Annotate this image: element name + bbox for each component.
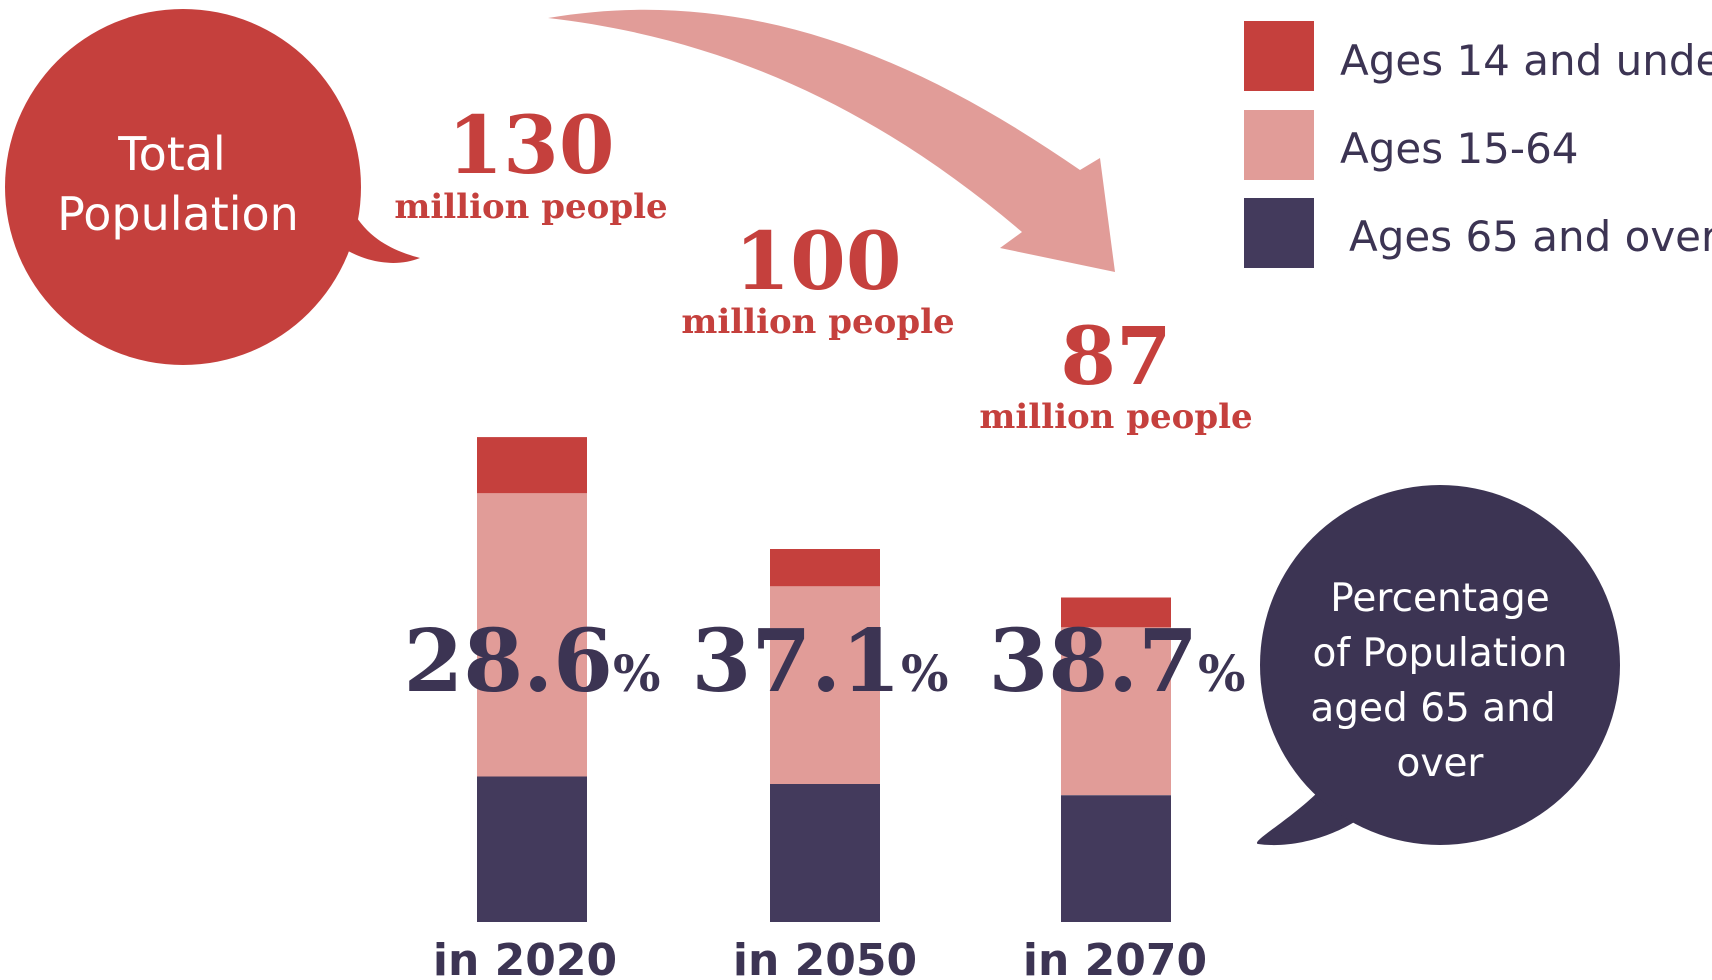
pct-value-2020: 28.6 bbox=[404, 611, 613, 712]
percentage-bubble-line-2: of Population bbox=[1313, 631, 1568, 676]
pct-unit-2020: % bbox=[613, 644, 661, 703]
bar-segment-under14-0 bbox=[477, 437, 587, 494]
total-bubble-line-2: Population bbox=[57, 187, 299, 241]
bar-segment-over65-0 bbox=[477, 776, 587, 922]
pct-unit-2070: % bbox=[1198, 644, 1246, 703]
percentage-bubble-circle bbox=[1260, 485, 1620, 845]
pct-over65-2020: 28.6% bbox=[404, 611, 661, 712]
total-labels: 130 million people 100 million people 87… bbox=[394, 98, 1252, 437]
pct-over65-2070: 38.7% bbox=[989, 611, 1246, 712]
bar-segment-15-64-0 bbox=[477, 493, 587, 777]
bar-segment-over65-2 bbox=[1061, 795, 1171, 922]
legend-swatch-15-64 bbox=[1244, 110, 1314, 180]
pct-unit-2050: % bbox=[901, 644, 949, 703]
total-bubble-circle bbox=[5, 9, 361, 365]
legend-label-15-64: Ages 15-64 bbox=[1340, 124, 1579, 173]
total-value-2050: 100 bbox=[735, 214, 902, 308]
legend-label-under14: Ages 14 and under bbox=[1340, 36, 1712, 85]
percentage-bubble-line-4: over bbox=[1397, 741, 1485, 786]
year-labels: in 2020 in 2050 in 2070 bbox=[433, 935, 1207, 980]
legend-label-over65: Ages 65 and over bbox=[1349, 212, 1712, 261]
pct-over65-2050: 37.1% bbox=[692, 611, 949, 712]
percentage-labels: 28.6% 37.1% 38.7% bbox=[404, 611, 1246, 712]
trend-arrow bbox=[548, 9, 1115, 272]
total-population-bubble: Total Population bbox=[5, 9, 420, 365]
legend-swatch-over65 bbox=[1244, 198, 1314, 268]
total-bubble-line-1: Total bbox=[117, 127, 225, 181]
total-unit-2070: million people bbox=[979, 397, 1252, 437]
legend-swatch-under14 bbox=[1244, 21, 1314, 91]
pct-value-2050: 37.1 bbox=[692, 611, 901, 712]
total-unit-2050: million people bbox=[681, 302, 954, 342]
percentage-bubble-line-3: aged 65 and bbox=[1310, 686, 1555, 731]
year-label-2070: in 2070 bbox=[1023, 935, 1207, 980]
bar-segment-under14-2 bbox=[1061, 597, 1171, 628]
bar-segment-over65-1 bbox=[770, 784, 880, 922]
bar-segment-15-64-2 bbox=[1061, 627, 1171, 796]
total-value-2020: 130 bbox=[448, 98, 615, 192]
bar-segment-under14-1 bbox=[770, 549, 880, 587]
total-unit-2020: million people bbox=[394, 187, 667, 227]
percentage-bubble: Percentage of Population aged 65 and ove… bbox=[1256, 485, 1620, 846]
year-label-2050: in 2050 bbox=[733, 935, 917, 980]
total-value-2070: 87 bbox=[1060, 309, 1171, 403]
percentage-bubble-line-1: Percentage bbox=[1330, 576, 1549, 621]
pct-value-2070: 38.7 bbox=[989, 611, 1198, 712]
year-label-2020: in 2020 bbox=[433, 935, 617, 980]
bar-segment-15-64-1 bbox=[770, 586, 880, 784]
legend: Ages 14 and under Ages 15-64 Ages 65 and… bbox=[1244, 21, 1712, 268]
bars-group bbox=[477, 437, 1171, 922]
